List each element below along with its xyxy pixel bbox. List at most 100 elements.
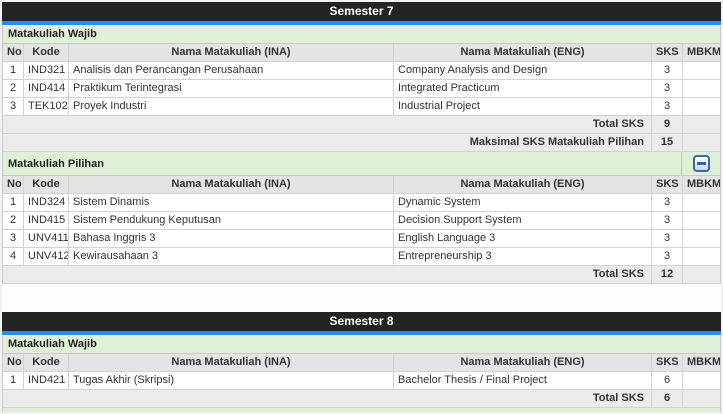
cell-ina: Praktikum Terintegrasi [68,80,393,97]
table-header-row: No Kode Nama Matakuliah (INA) Nama Matakuli… [3,176,720,194]
column-header-eng: Nama Matakuliah (ENG) [393,44,651,61]
cell-sks: 3 [651,80,682,97]
table-header-row: No Kode Nama Matakuliah (INA) Nama Matakuli… [3,44,720,62]
cell-mbkm [682,62,720,79]
column-header-sks: SKS [651,44,682,61]
column-header-ina: Nama Matakuliah (INA) [68,354,393,371]
cell-mbkm [682,212,720,229]
cell-no: 1 [9,374,17,386]
total-mbkm-cell [682,390,720,407]
column-header-mbkm: MBKM [682,354,720,371]
column-header-sks: SKS [651,354,682,371]
cell-ina: Sistem Pendukung Keputusan [68,212,393,229]
section-header: Matakuliah Wajib [3,335,720,354]
cell-eng: Integrated Practicum [393,80,651,97]
column-header-code: Kode [23,354,68,371]
column-header-mbkm: MBKM [682,44,720,61]
total-mbkm-cell [682,266,720,283]
column-header-ina: Nama Matakuliah (INA) [68,176,393,193]
cell-mbkm [682,230,720,247]
cell-no: 1 [9,196,17,208]
cell-ina: Kewirausahaan 3 [68,248,393,265]
column-header-code: Kode [23,176,68,193]
course-row: 1 IND324 Sistem Dinamis Dynamic System 3 [3,194,720,212]
column-header-sks: SKS [651,176,682,193]
total-row: Total SKS 12 [3,266,720,284]
cell-code: TEK102 [23,98,68,115]
course-row: 2 IND415 Sistem Pendukung Keputusan Decisio… [3,212,720,230]
cell-mbkm [682,80,720,97]
cell-ina: Sistem Dinamis [68,194,393,211]
collapse-section-button[interactable] [692,155,710,172]
cell-mbkm [682,194,720,211]
cell-eng: English Language 3 [393,230,651,247]
cell-code: IND421 [23,372,68,389]
section-label: Matakuliah Pilihan [8,157,104,170]
semester-title: Semester 7 [2,2,721,21]
cell-no: 3 [9,232,17,244]
column-header-mbkm: MBKM [682,176,720,193]
section-label: Matakuliah Wajib [8,28,97,40]
cell-sks: 3 [651,230,682,247]
cell-eng: Dynamic System [393,194,651,211]
column-header-no: No [7,356,22,368]
total-label: Maksimal SKS Matakuliah Pilihan [469,136,644,148]
course-row: 1 IND421 Tugas Akhir (Skripsi) Bachelor The… [3,372,720,390]
cell-sks: 3 [651,212,682,229]
column-header-ina: Nama Matakuliah (INA) [68,44,393,61]
cell-eng: Bachelor Thesis / Final Project [393,372,651,389]
semester-title: Semester 8 [2,312,721,331]
course-section: Matakuliah Pilihan No Kode Nama Matakuliah … [2,152,721,284]
partial-next-section-strip [2,408,721,412]
semester-block: Semester 8 Matakuliah Wajib No Kode Nama Mat… [2,312,721,412]
course-row: 4 UNV412 Kewirausahaan 3 Entrepreneurship 3… [3,248,720,266]
cell-no: 2 [9,214,17,226]
section-header: Matakuliah Pilihan [3,152,720,176]
course-row: 1 IND321 Analisis dan Perancangan Perusaha… [3,62,720,80]
section-header: Matakuliah Wajib [3,25,720,44]
cell-ina: Analisis dan Perancangan Perusahaan [68,62,393,79]
cell-no: 2 [9,82,17,94]
total-value: 12 [651,266,682,283]
total-value: 6 [651,390,682,407]
total-row: Total SKS 9 [3,116,720,134]
cell-mbkm [682,248,720,265]
semester-block: Semester 7 Matakuliah Wajib No Kode Nama Mat… [2,2,721,284]
total-label: Total SKS [592,268,644,280]
minus-icon [696,162,706,165]
section-collapse-cell [681,152,720,175]
total-mbkm-cell [682,134,720,151]
accent-strip [2,331,721,335]
total-label: Total SKS [592,118,644,130]
column-header-eng: Nama Matakuliah (ENG) [393,354,651,371]
course-row: 3 UNV411 Bahasa Inggris 3 English Language … [3,230,720,248]
cell-eng: Industrial Project [393,98,651,115]
column-header-eng: Nama Matakuliah (ENG) [393,176,651,193]
total-row: Maksimal SKS Matakuliah Pilihan 15 [3,134,720,152]
section-label: Matakuliah Wajib [8,338,97,350]
cell-code: UNV412 [23,248,68,265]
course-row: 3 TEK102 Proyek Industri Industrial Project… [3,98,720,116]
cell-code: IND415 [23,212,68,229]
total-row: Total SKS 6 [3,390,720,408]
column-header-no: No [7,46,22,58]
cell-eng: Decision Support System [393,212,651,229]
course-section: Matakuliah Wajib No Kode Nama Matakuliah (I… [2,335,721,408]
total-label: Total SKS [592,392,644,404]
column-header-code: Kode [23,44,68,61]
cell-ina: Tugas Akhir (Skripsi) [68,372,393,389]
cell-eng: Company Analysis and Design [393,62,651,79]
cell-ina: Bahasa Inggris 3 [68,230,393,247]
cell-sks: 3 [651,194,682,211]
cell-no: 4 [9,250,17,262]
accent-strip [2,21,721,25]
total-value: 15 [651,134,682,151]
cell-mbkm [682,372,720,389]
cell-sks: 3 [651,62,682,79]
table-gap [2,284,721,312]
cell-code: UNV411 [23,230,68,247]
column-header-no: No [7,178,22,190]
total-mbkm-cell [682,116,720,133]
table-header-row: No Kode Nama Matakuliah (INA) Nama Matakuli… [3,354,720,372]
